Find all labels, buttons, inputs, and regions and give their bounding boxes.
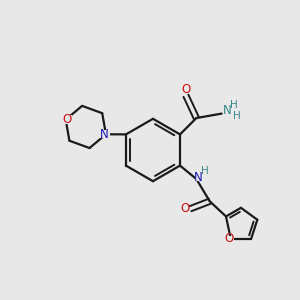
Text: H: H [230, 100, 238, 110]
Bar [181, 205, 189, 212]
Text: H: H [201, 166, 209, 176]
Text: N: N [223, 104, 231, 117]
Text: H: H [233, 111, 241, 121]
Text: O: O [225, 232, 234, 245]
Text: O: O [63, 113, 72, 126]
Bar [195, 174, 204, 182]
Text: N: N [194, 171, 203, 184]
Text: O: O [180, 202, 190, 215]
Bar [62, 116, 72, 124]
Bar [182, 85, 190, 93]
Bar [225, 236, 234, 243]
Bar [99, 130, 110, 138]
Text: N: N [100, 128, 109, 141]
Text: O: O [181, 83, 190, 96]
